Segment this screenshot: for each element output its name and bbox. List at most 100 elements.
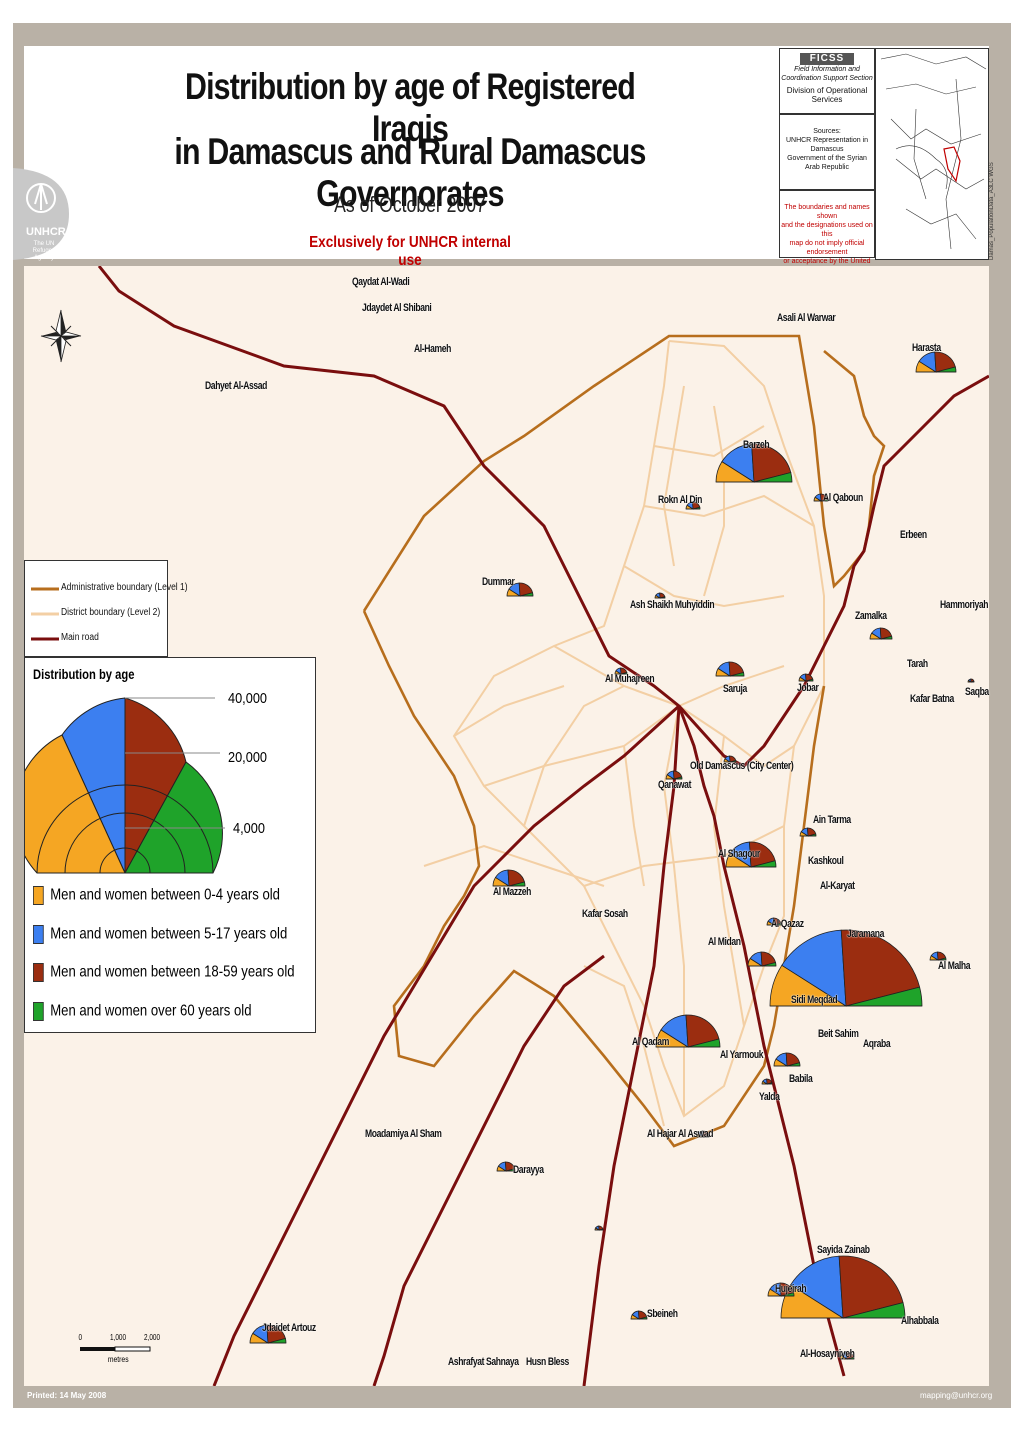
place-label: Al Qadam [632,1036,669,1048]
place-label: Jaramana [847,928,884,940]
scale-bar-graphic [80,1346,151,1352]
place-label: Al-Hosayniyeh [800,1348,855,1360]
swatch-60-plus [33,1002,44,1021]
place-label: Alhabbala [901,1315,939,1327]
legend-item-18-59-label: Men and women between 18-59 years old [50,963,295,981]
place-label: Sayida Zainab [817,1244,870,1256]
age-pie-symbols [249,351,975,1360]
map-base [40,266,989,1386]
age-legend-graphic [25,697,225,874]
place-label: Old Damascus (City Center) [690,760,794,772]
ficss-acronym: FICSS [800,53,854,65]
place-label: Jdaidet Artouz [262,1322,316,1334]
place-label: Al Muhajreen [605,673,655,685]
swatch-18-59 [33,963,44,982]
legend-value-40000: 40,000 [228,690,268,707]
age-legend-title: Distribution by age [33,666,135,682]
place-label: Ain Tarma [813,814,851,826]
legend-item-0-4-label: Men and women between 0-4 years old [50,886,280,904]
place-label: Husn Bless [526,1356,569,1368]
place-label: Zamalka [855,610,887,622]
place-label: Sidi Meqdad [791,994,838,1006]
scale-tick-1000: 1,000 [110,1333,127,1342]
ficss-line1: Field Information and [794,66,860,73]
swatch-0-4 [33,886,44,905]
sources-label: Sources: [813,128,841,135]
sources-line1: UNHCR Representation in Damascus [785,137,869,153]
place-label: Al Qaboun [823,492,863,504]
place-label: Tarah [907,658,928,670]
place-label: Asali Al Warwar [777,312,836,324]
legend-item-60-plus: Men and women over 60 years old [33,1002,252,1021]
place-label: Darayya [513,1164,544,1176]
map-title-line2: in Damascus and Rural Damascus Governora… [174,131,646,214]
age-pie-slice [781,929,847,1007]
place-label: Ash Shaikh Muhyiddin [630,599,715,611]
disclaimer-line1: The boundaries and names shown [784,204,870,220]
district-boundaries [423,340,825,1127]
north-arrow-icon [40,309,82,363]
age-legend: Distribution by age 40,000 20,000 4,000 … [24,657,316,1033]
place-label: Ashrafyat Sahnaya [448,1356,519,1368]
regional-inset-map [875,48,989,260]
contact-email[interactable]: mapping@unhcr.org [920,1391,993,1400]
disclaimer-line2: and the designations used on this [781,222,873,238]
scale-unit: metres [107,1355,129,1364]
usage-notice: Exclusively for UNHCR internal use [309,234,511,269]
legend-item-0-4: Men and women between 0-4 years old [33,886,280,905]
logo-subtext: The UN Refugee Agency [32,241,56,261]
legend-value-20000: 20,000 [228,749,268,766]
legend-district-boundary: District boundary (Level 2) [61,607,161,618]
place-label: Kafar Batna [910,693,954,705]
legend-admin-boundary: Administrative boundary (Level 1) [61,582,188,593]
disclaimer-box: The boundaries and names shown and the d… [779,190,875,274]
place-label: Al Hajar Al Aswad [647,1128,714,1140]
place-label: Al-Hameh [414,343,451,355]
scale-tick-0: 0 [78,1333,83,1342]
place-label: Al Yarmouk [720,1049,764,1061]
swatch-5-17 [33,925,44,944]
map-title-line1: Distribution by age of Registered Iraqis [184,66,636,149]
place-label: Beit Sahim [818,1028,859,1040]
age-pie-slice [749,841,776,868]
inset-map-drawing [880,53,987,250]
place-label: Dummar [482,576,515,588]
place-label: Erbeen [900,529,927,541]
place-label: Jobar [797,682,819,694]
place-label: Saruja [723,683,747,695]
legend-item-18-59: Men and women between 18-59 years old [33,963,295,982]
age-pie-slice [840,929,921,1007]
place-label: Babila [789,1073,813,1085]
place-label: Al Mazzeh [493,886,531,898]
main-roads [97,266,989,1386]
age-pie-slice [751,443,792,483]
place-label: Barzeh [743,439,770,451]
scale-tick-2000: 2,000 [144,1333,161,1342]
place-label: Hujeirah [775,1283,807,1295]
unhcr-logo-icon [13,168,69,260]
place-label: Kashkoul [808,855,844,867]
place-label: Sbeineh [647,1308,678,1320]
age-pie-slice [838,1255,904,1319]
place-label: Al Midan [708,936,741,948]
ficss-line3: Division of Operational Services [786,86,868,104]
legend-item-5-17: Men and women between 5-17 years old [33,925,287,944]
place-label: Saqba [965,686,989,698]
printed-date: Printed: 14 May 2008 [27,1391,107,1400]
place-label: Al Shagour [718,848,760,860]
place-label: Kafar Sosah [582,908,628,920]
legend-value-4000: 4,000 [233,820,265,837]
legend-item-60-plus-label: Men and women over 60 years old [50,1002,252,1020]
logo-text: UNHCR [26,226,66,238]
place-label: Jdaydet Al Shibani [362,302,432,314]
scale-bar: 0 1,000 2,000 metres [78,1333,170,1374]
place-label: Qanawat [658,779,692,791]
map-area [24,266,989,1386]
ficss-line2: Coordination Support Section [781,75,873,82]
document-code: Damas_PopulationData_A3LC WGS [989,162,995,260]
map-subtitle: As of October 2007 [334,192,486,217]
place-label: Yalda [759,1091,780,1103]
ficss-box: FICSS Field Information and Coordination… [779,48,875,114]
disclaimer-line3: map do not imply official endorsement [789,240,865,256]
legend-main-road: Main road [61,632,99,643]
